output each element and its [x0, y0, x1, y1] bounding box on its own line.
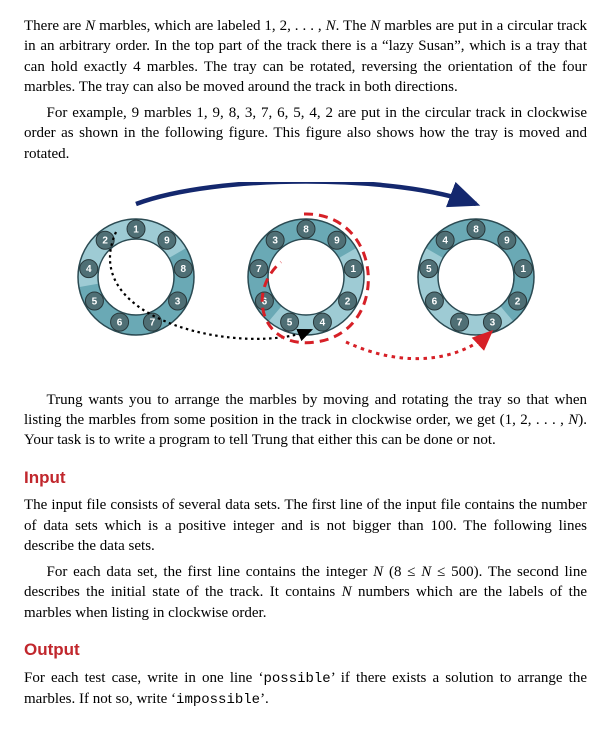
paragraph-2: For example, 9 marbles 1, 9, 8, 3, 7, 6,… [24, 103, 587, 164]
paragraph-1: There are N marbles, which are labeled 1… [24, 16, 587, 97]
text: (8 ≤ [383, 564, 421, 580]
section-heading-input: Input [24, 467, 587, 490]
paragraph-5: For each data set, the first line contai… [24, 562, 587, 623]
svg-text:3: 3 [174, 296, 180, 307]
svg-text:3: 3 [489, 317, 495, 328]
svg-text:1: 1 [520, 264, 526, 275]
svg-text:6: 6 [116, 317, 122, 328]
svg-text:2: 2 [514, 296, 520, 307]
text: For each data set, the first line contai… [47, 564, 374, 580]
text: marbles, which are labeled 1, 2, . . . , [95, 18, 325, 34]
svg-text:4: 4 [319, 317, 325, 328]
svg-text:2: 2 [344, 296, 350, 307]
svg-text:3: 3 [272, 235, 278, 246]
var-n: N [568, 412, 578, 428]
var-n: N [373, 564, 383, 580]
svg-text:9: 9 [164, 235, 170, 246]
figure-svg: 198376542891245673891237654 [46, 182, 566, 372]
paragraph-6: For each test case, write in one line ‘p… [24, 668, 587, 710]
text: There are [24, 18, 85, 34]
svg-text:7: 7 [255, 264, 261, 275]
svg-text:9: 9 [334, 235, 340, 246]
svg-text:5: 5 [91, 296, 97, 307]
svg-text:2: 2 [102, 235, 108, 246]
paragraph-4: The input file consists of several data … [24, 495, 587, 556]
text: Trung wants you to arrange the marbles b… [24, 392, 587, 428]
text: For each test case, write in one line ‘ [24, 670, 263, 686]
var-n: N [421, 564, 431, 580]
var-n: N [326, 18, 336, 34]
section-heading-output: Output [24, 639, 587, 662]
svg-text:6: 6 [431, 296, 437, 307]
code-possible: possible [263, 671, 330, 687]
svg-text:9: 9 [504, 235, 510, 246]
var-n: N [342, 584, 352, 600]
figure: 198376542891245673891237654 [24, 182, 587, 372]
svg-text:4: 4 [85, 264, 91, 275]
svg-text:1: 1 [133, 224, 139, 235]
svg-text:1: 1 [350, 264, 356, 275]
svg-text:8: 8 [180, 264, 186, 275]
svg-text:5: 5 [286, 317, 292, 328]
svg-text:8: 8 [303, 224, 309, 235]
text: . The [336, 18, 371, 34]
text: ’. [260, 691, 269, 707]
svg-text:7: 7 [456, 317, 462, 328]
svg-text:5: 5 [425, 264, 431, 275]
svg-text:7: 7 [149, 317, 155, 328]
svg-text:4: 4 [442, 235, 448, 246]
paragraph-3: Trung wants you to arrange the marbles b… [24, 390, 587, 451]
svg-text:8: 8 [473, 224, 479, 235]
code-impossible: impossible [176, 692, 260, 708]
var-n: N [85, 18, 95, 34]
var-n: N [370, 18, 380, 34]
